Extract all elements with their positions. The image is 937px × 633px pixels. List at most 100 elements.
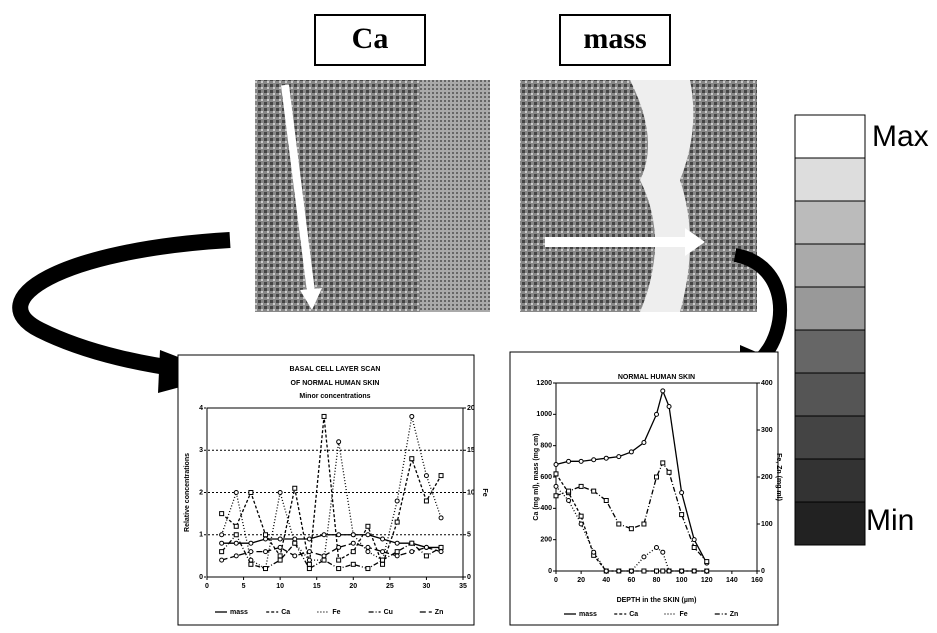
series-line <box>221 534 442 549</box>
series-line <box>221 533 442 570</box>
data-point <box>263 536 269 542</box>
data-point <box>409 540 415 546</box>
data-point <box>219 557 225 563</box>
x-tick-label: 60 <box>627 577 635 584</box>
data-point <box>423 553 429 559</box>
data-point <box>616 521 622 527</box>
data-point <box>365 549 371 555</box>
x-tick-label: 10 <box>276 583 284 590</box>
chart-title: NORMAL HUMAN SKIN <box>618 374 695 381</box>
data-point <box>566 488 572 494</box>
data-point <box>248 549 254 555</box>
ca-image-region <box>420 80 490 312</box>
legend-label: mass <box>230 609 248 616</box>
data-point <box>263 549 269 555</box>
y-tick-label: 2 <box>199 489 203 496</box>
x-tick-label: 20 <box>349 583 357 590</box>
data-point <box>553 483 559 489</box>
x-tick-label: 100 <box>676 577 688 584</box>
data-point <box>365 544 371 550</box>
data-point <box>321 553 327 559</box>
x-tick-label: 120 <box>701 577 713 584</box>
scan-arrow-head <box>685 228 705 256</box>
y-tick-label: 1 <box>199 532 203 539</box>
data-point <box>233 523 239 529</box>
x-tick-label: 15 <box>313 583 321 590</box>
data-point <box>641 521 647 527</box>
series-line <box>221 542 442 561</box>
data-point <box>219 540 225 546</box>
chart-subtitle: Minor concentrations <box>299 393 370 400</box>
legend-label: mass <box>579 611 597 618</box>
data-point <box>321 557 327 563</box>
legend-label: Ca <box>629 611 638 618</box>
data-point <box>365 523 371 529</box>
y-tick-label: 1000 <box>536 411 552 418</box>
data-point <box>591 488 597 494</box>
y-tick-label: 4 <box>199 405 203 412</box>
data-point <box>263 566 269 572</box>
chart-panel <box>509 351 779 626</box>
data-point <box>380 536 386 542</box>
data-point <box>566 458 572 464</box>
data-point <box>306 536 312 542</box>
curved-arrow <box>12 232 231 378</box>
data-point <box>277 553 283 559</box>
data-point <box>409 549 415 555</box>
data-point <box>394 549 400 555</box>
series-line <box>555 461 708 563</box>
data-point <box>691 537 697 543</box>
data-point <box>321 413 327 419</box>
data-point <box>336 544 342 550</box>
data-point <box>628 526 634 532</box>
y2-tick-label: 0 <box>761 568 765 575</box>
data-point <box>365 566 371 572</box>
data-point <box>394 540 400 546</box>
x-tick-label: 0 <box>554 577 558 584</box>
data-point <box>641 440 647 446</box>
x-axis-label: DEPTH in the SKIN (µm) <box>617 597 697 604</box>
y2-tick-label: 300 <box>761 427 773 434</box>
y-tick-label: 600 <box>540 474 552 481</box>
scan-arrow <box>281 84 316 301</box>
data-point <box>660 460 666 466</box>
data-point <box>394 553 400 559</box>
mass-image <box>520 80 757 312</box>
data-point <box>336 532 342 538</box>
data-point <box>704 568 710 574</box>
legend-label: Cu <box>384 609 393 616</box>
data-point <box>616 454 622 460</box>
x-tick-label: 80 <box>653 577 661 584</box>
data-point <box>277 557 283 563</box>
y-tick-label: 3 <box>199 447 203 454</box>
data-point <box>277 536 283 542</box>
x-tick-label: 30 <box>423 583 431 590</box>
x-tick-label: 20 <box>577 577 585 584</box>
data-point <box>409 413 415 419</box>
x-tick-label: 160 <box>751 577 763 584</box>
data-point <box>394 498 400 504</box>
data-point <box>679 490 685 496</box>
scale-min: Min <box>866 504 914 537</box>
y2-tick-label: 15 <box>467 447 475 454</box>
label-box <box>314 14 426 66</box>
x-tick-label: 0 <box>205 583 209 590</box>
data-point <box>628 568 634 574</box>
data-point <box>233 532 239 538</box>
data-point <box>292 553 298 559</box>
data-point <box>409 456 415 462</box>
data-point <box>248 540 254 546</box>
data-point <box>553 471 559 477</box>
y2-tick-label: 5 <box>467 532 471 539</box>
data-point <box>321 532 327 538</box>
data-point <box>233 540 239 546</box>
data-point <box>704 559 710 565</box>
data-point <box>603 498 609 503</box>
data-point <box>423 544 429 550</box>
label-box <box>559 14 671 66</box>
y-tick-label: 200 <box>540 537 552 544</box>
data-point <box>277 490 283 495</box>
data-point <box>350 540 356 546</box>
chart-panel <box>177 354 475 626</box>
data-point <box>578 458 584 464</box>
